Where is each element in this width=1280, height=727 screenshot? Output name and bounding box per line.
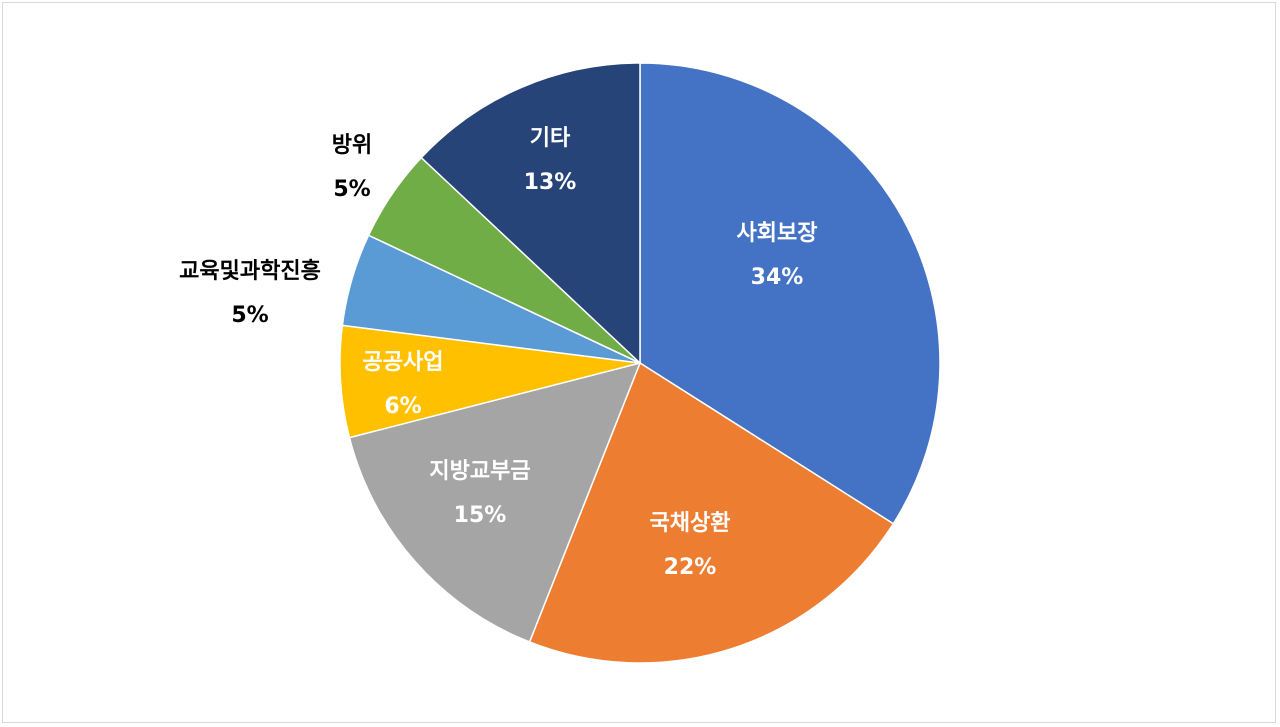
slice-category-label: 교육및과학진흥 <box>179 259 321 284</box>
slice-category-label: 국채상환 <box>650 511 731 536</box>
slice-value-label: 13% <box>524 170 577 195</box>
pie-slice <box>639 62 941 525</box>
slice-category-label: 공공사업 <box>363 350 444 375</box>
slice-category-label: 기타 <box>530 126 571 151</box>
slice-category-label: 지방교부금 <box>429 459 530 484</box>
slice-value-label: 6% <box>384 394 421 419</box>
pie-slice <box>420 62 641 365</box>
slice-value-label: 5% <box>333 177 370 202</box>
slice-value-label: 15% <box>454 503 507 528</box>
pie-slice <box>528 361 895 664</box>
pie-slice <box>348 361 642 643</box>
slice-value-label: 5% <box>231 303 268 328</box>
slice-value-label: 22% <box>664 555 717 580</box>
slice-category-label: 사회보장 <box>737 221 818 246</box>
slice-category-label: 방위 <box>332 133 372 158</box>
slice-value-label: 34% <box>751 265 804 290</box>
